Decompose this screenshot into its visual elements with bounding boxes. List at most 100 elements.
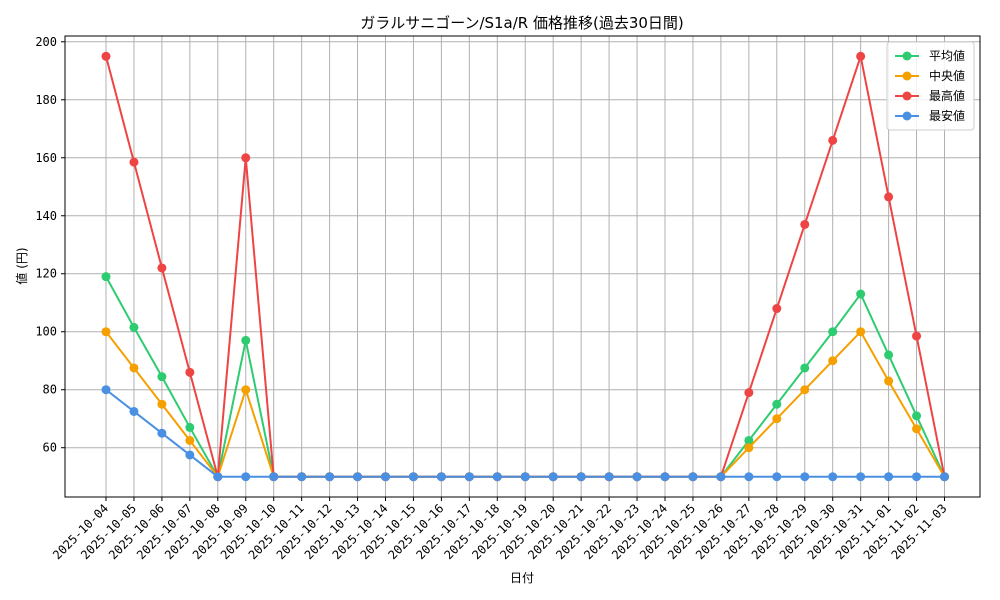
data-point: [157, 263, 167, 273]
data-point: [856, 51, 866, 61]
y-tick-label: 80: [43, 383, 57, 397]
data-point: [856, 327, 866, 337]
data-point: [912, 411, 922, 421]
data-point: [884, 350, 894, 360]
y-tick-label: 140: [35, 209, 57, 223]
y-axis-label: 値 (円): [14, 247, 29, 284]
grid: [65, 36, 980, 497]
data-point: [912, 472, 922, 482]
series-4: [101, 385, 949, 482]
data-point: [325, 472, 335, 482]
data-point: [744, 388, 754, 398]
data-point: [129, 363, 139, 373]
data-point: [353, 472, 363, 482]
data-point: [129, 322, 139, 332]
data-point: [101, 272, 111, 282]
data-point: [856, 289, 866, 299]
legend-item: 中央値: [895, 68, 965, 83]
legend-label: 最高値: [929, 88, 965, 103]
data-point: [297, 472, 307, 482]
legend-marker: [902, 51, 912, 61]
data-point: [129, 406, 139, 416]
series-layer: [101, 51, 949, 482]
data-point: [436, 472, 446, 482]
legend-marker: [902, 111, 912, 121]
data-point: [129, 157, 139, 167]
data-point: [800, 363, 810, 373]
data-point: [185, 367, 195, 377]
data-point: [884, 376, 894, 386]
y-tick-label: 120: [35, 267, 57, 281]
data-point: [828, 327, 838, 337]
data-point: [800, 472, 810, 482]
data-point: [772, 304, 782, 314]
data-point: [548, 472, 558, 482]
x-axis: 2025-10-042025-10-052025-10-062025-10-07…: [50, 497, 950, 562]
data-point: [185, 435, 195, 445]
y-axis: 60 80 100 120 140 160 180 200: [35, 35, 65, 455]
data-point: [772, 414, 782, 424]
y-tick-label: 60: [43, 441, 57, 455]
legend-item: 最高値: [895, 88, 965, 103]
data-point: [101, 327, 111, 337]
data-point: [269, 472, 279, 482]
chart-title: ガラルサニゴーン/S1a/R 価格推移(過去30日間): [360, 14, 684, 32]
data-point: [576, 472, 586, 482]
data-point: [744, 443, 754, 453]
data-point: [912, 424, 922, 434]
legend-item: 最安値: [895, 108, 965, 123]
y-tick-label: 200: [35, 35, 57, 49]
data-point: [884, 192, 894, 202]
data-point: [716, 472, 726, 482]
data-point: [241, 385, 251, 395]
data-point: [772, 472, 782, 482]
data-point: [688, 472, 698, 482]
data-point: [744, 472, 754, 482]
data-point: [101, 51, 111, 61]
data-point: [241, 472, 251, 482]
data-point: [520, 472, 530, 482]
data-point: [241, 153, 251, 163]
data-point: [157, 372, 167, 382]
data-point: [157, 428, 167, 438]
y-tick-label: 100: [35, 325, 57, 339]
data-point: [800, 219, 810, 229]
data-point: [185, 450, 195, 460]
data-point: [101, 385, 111, 395]
y-tick-label: 160: [35, 151, 57, 165]
data-point: [940, 472, 949, 482]
data-point: [884, 472, 894, 482]
data-point: [604, 472, 614, 482]
data-point: [744, 435, 754, 445]
data-point: [660, 472, 670, 482]
legend-label: 平均値: [929, 48, 965, 63]
data-point: [408, 472, 418, 482]
plot-frame: [64, 35, 981, 498]
data-point: [157, 399, 167, 409]
data-point: [492, 472, 502, 482]
data-point: [241, 335, 251, 345]
legend-marker: [902, 71, 912, 81]
data-point: [828, 135, 838, 145]
data-point: [912, 331, 922, 341]
data-point: [213, 472, 223, 482]
data-point: [800, 385, 810, 395]
x-axis-label: 日付: [510, 571, 534, 585]
data-point: [464, 472, 474, 482]
legend-marker: [902, 91, 912, 101]
data-point: [632, 472, 642, 482]
legend-box: [886, 41, 975, 131]
y-tick-label: 180: [35, 93, 57, 107]
data-point: [381, 472, 390, 482]
data-point: [828, 472, 838, 482]
data-point: [856, 472, 866, 482]
data-point: [828, 356, 838, 366]
data-point: [772, 399, 782, 409]
legend-label: 最安値: [929, 108, 965, 123]
legend-label: 中央値: [929, 68, 965, 83]
legend-item: 平均値: [895, 48, 965, 63]
data-point: [185, 422, 195, 432]
